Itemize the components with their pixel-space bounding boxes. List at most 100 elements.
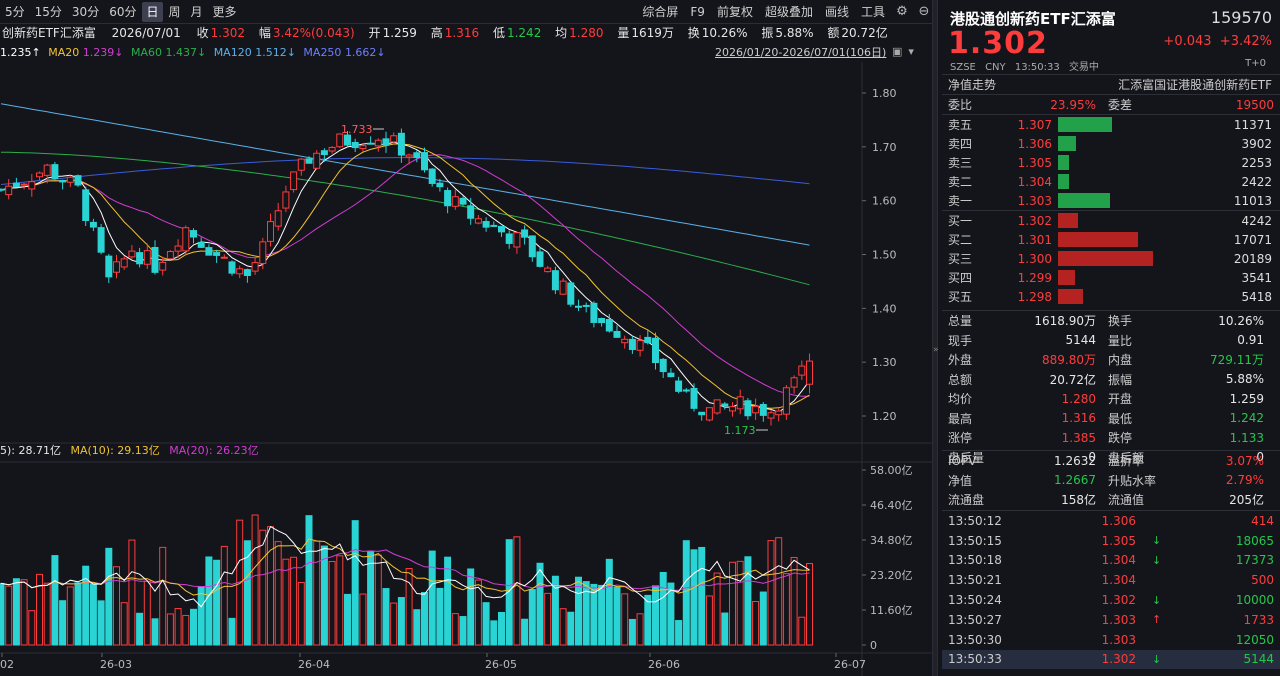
candle-body bbox=[582, 304, 590, 307]
candle-body bbox=[259, 241, 267, 265]
minimize-icon[interactable]: ⊖ bbox=[918, 4, 930, 19]
volume-bar bbox=[259, 529, 267, 646]
orderbook-bar bbox=[1058, 270, 1075, 285]
volume-bar bbox=[182, 614, 190, 646]
period-tab-7[interactable]: 更多 bbox=[212, 4, 237, 19]
candle-body bbox=[806, 360, 813, 385]
volume-bar bbox=[474, 579, 482, 646]
stat-key: 总额 bbox=[948, 372, 973, 387]
stat-key: 均价 bbox=[948, 392, 973, 407]
tick-time: 13:50:33 bbox=[948, 652, 1002, 667]
panel-splitter[interactable]: » bbox=[932, 0, 939, 676]
stat-value: 2.79% bbox=[1225, 473, 1264, 488]
candle-body bbox=[705, 407, 713, 421]
quote-name: 创新药ETF汇添富 bbox=[2, 26, 96, 40]
avg-label: 均 bbox=[555, 26, 568, 40]
tick-row[interactable]: 13:50:12 1.306 414 bbox=[942, 511, 1280, 531]
price-axis-label: 1.60 bbox=[872, 195, 897, 208]
candle-body bbox=[243, 269, 251, 277]
toolbar-button-1[interactable]: F9 bbox=[690, 4, 705, 19]
ma-legend: 1.235↑ MA20 1.239↓ MA60 1.437↓ MA120 1.5… bbox=[0, 43, 935, 62]
stat-row: 外盘 889.80万 内盘 729.11万 bbox=[942, 350, 1280, 370]
fund-full-name: 汇添富国证港股通创新药ETF bbox=[1118, 78, 1272, 92]
nav-trend-link[interactable]: 净值走势 bbox=[948, 78, 997, 92]
volume-bar bbox=[43, 582, 51, 646]
tick-row[interactable]: 13:50:18 1.304 ↓ 17373 bbox=[942, 551, 1280, 571]
price-axis-label: 1.30 bbox=[872, 356, 897, 369]
volume-bar bbox=[120, 602, 128, 646]
candle-body bbox=[74, 175, 82, 186]
volume-bar bbox=[744, 556, 752, 646]
quote-time: 13:50:33 bbox=[1014, 62, 1060, 73]
volume-bar bbox=[721, 612, 729, 646]
toolbar-button-2[interactable]: 前复权 bbox=[716, 4, 753, 19]
stat-value: 158亿 bbox=[1061, 493, 1096, 508]
kline-chart[interactable]: 1.80 1.70 1.60 1.50 1.40 1.30 1.20 58.00亿 46.40亿… bbox=[0, 0, 932, 676]
vol-ma20-line bbox=[0, 548, 810, 591]
lock-icon[interactable]: ▣ bbox=[892, 45, 903, 58]
orderbook-price: 1.299 bbox=[1017, 270, 1052, 285]
volume-bar bbox=[313, 540, 321, 646]
volume-bar bbox=[297, 581, 305, 646]
stat-row: 现手 5144 量比 0.91 bbox=[942, 331, 1280, 351]
tick-row[interactable]: 13:50:15 1.305 ↓ 18065 bbox=[942, 531, 1280, 551]
tick-row[interactable]: 13:50:24 1.302 ↓ 10000 bbox=[942, 590, 1280, 610]
stat-value: 1.385 bbox=[1061, 430, 1096, 445]
volume-bar bbox=[498, 611, 505, 646]
chevron-down-icon[interactable]: ▾ bbox=[908, 45, 914, 58]
volume-bar bbox=[305, 515, 313, 646]
candle-body bbox=[82, 189, 90, 222]
date-range[interactable]: 2026/01/20-2026/07/01(106日) bbox=[715, 46, 887, 59]
period-tab-0[interactable]: 5分 bbox=[5, 4, 25, 19]
toolbar-button-0[interactable]: 综合屏 bbox=[642, 4, 679, 19]
stat-row: 最高 1.316 最低 1.242 bbox=[942, 409, 1280, 429]
ma60-line bbox=[0, 151, 810, 286]
quote-date: 2026/07/01 bbox=[111, 26, 181, 40]
toolbar-button-3[interactable]: 超级叠加 bbox=[764, 4, 813, 19]
stat-key: 最低 bbox=[1108, 411, 1133, 426]
candle-body bbox=[190, 230, 197, 238]
orderbook-row: 卖三 1.305 2253 bbox=[942, 153, 1280, 172]
tick-row[interactable]: 13:50:30 1.303 12050 bbox=[942, 630, 1280, 650]
orderbook-row: 买一 1.302 4242 bbox=[942, 211, 1280, 230]
candle-body bbox=[128, 250, 136, 258]
period-tab-4[interactable]: 日 bbox=[142, 1, 163, 22]
tick-time: 13:50:18 bbox=[948, 553, 1002, 568]
orderbook-label: 买一 bbox=[948, 214, 973, 228]
amt-value: 20.72亿 bbox=[841, 26, 888, 40]
orderbook-row: 卖四 1.306 3902 bbox=[942, 134, 1280, 153]
period-tab-5[interactable]: 周 bbox=[168, 4, 181, 19]
tick-time: 13:50:21 bbox=[948, 573, 1002, 588]
chevron-right-icon[interactable]: » bbox=[933, 345, 939, 355]
stat-key: 外盘 bbox=[948, 353, 973, 368]
tick-row[interactable]: 13:50:21 1.304 500 bbox=[942, 570, 1280, 590]
change-pct: +3.42% bbox=[1219, 34, 1272, 49]
quote-bar: 创新药ETF汇添富 2026/07/01 收 1.302 幅 3.42%(0.043… bbox=[0, 24, 935, 43]
stat-key: 盘后量 bbox=[948, 450, 985, 465]
volume-bar bbox=[759, 591, 767, 646]
period-tab-1[interactable]: 15分 bbox=[34, 4, 62, 19]
settings-icon[interactable]: ⚙ bbox=[896, 4, 908, 19]
vol-ma5: 5): 28.71亿 bbox=[0, 444, 61, 457]
period-tab-2[interactable]: 30分 bbox=[71, 4, 100, 19]
time-axis-label: 26-05 bbox=[485, 658, 517, 671]
candle-body bbox=[690, 387, 698, 409]
tick-row[interactable]: 13:50:27 1.303 ↑ 1733 bbox=[942, 610, 1280, 630]
candle-body bbox=[798, 365, 806, 376]
candle-body bbox=[174, 245, 182, 252]
toolbar-button-4[interactable]: 画线 bbox=[824, 4, 849, 19]
orderbook-volume: 4242 bbox=[1241, 213, 1272, 228]
candle-body bbox=[474, 218, 482, 224]
stat-key: 总量 bbox=[948, 314, 973, 329]
toolbar-button-5[interactable]: 工具 bbox=[860, 4, 885, 19]
candle-body bbox=[51, 164, 59, 180]
orderbook-volume: 2422 bbox=[1241, 174, 1272, 189]
tick-row[interactable]: 13:50:33 1.302 ↓ 5144 bbox=[942, 649, 1280, 670]
volume-bar bbox=[467, 568, 475, 646]
orderbook-bar bbox=[1058, 155, 1069, 170]
volume-bar bbox=[82, 565, 90, 646]
stat-row: 涨停 1.385 跌停 1.133 bbox=[942, 428, 1280, 448]
price-axis-label: 1.50 bbox=[872, 249, 897, 262]
period-tab-3[interactable]: 60分 bbox=[109, 4, 137, 19]
period-tab-6[interactable]: 月 bbox=[190, 4, 203, 19]
